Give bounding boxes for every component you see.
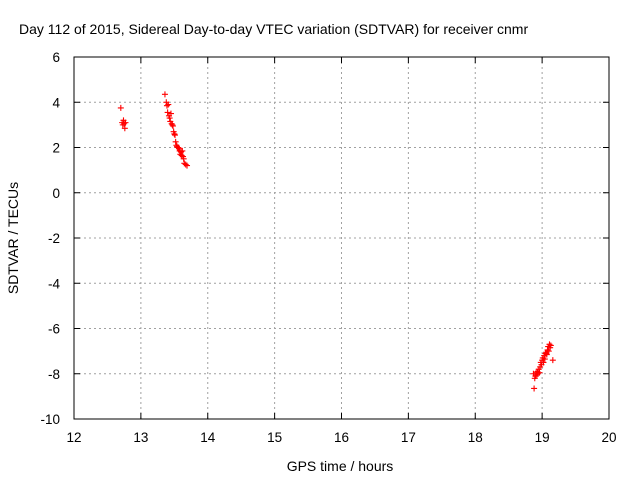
chart-title: Day 112 of 2015, Sidereal Day-to-day VTE…	[19, 21, 528, 37]
data-point	[121, 120, 128, 127]
grid-lines	[74, 57, 609, 419]
y-tick-label: 4	[52, 95, 60, 110]
data-point	[545, 348, 552, 355]
x-tick-label: 13	[133, 430, 148, 445]
y-axis-label: SDTVAR / TECUs	[5, 182, 21, 294]
data-point	[169, 121, 176, 128]
y-tick-label: -10	[40, 412, 60, 427]
data-point	[543, 351, 550, 358]
data-point	[540, 359, 547, 366]
y-tick-label: -2	[48, 231, 60, 246]
data-point	[164, 109, 171, 116]
y-tick-label: -6	[48, 322, 60, 337]
x-axis-label: GPS time / hours	[287, 458, 394, 474]
x-tick-label: 16	[334, 430, 349, 445]
y-tick-label: -4	[48, 276, 60, 291]
data-point	[169, 123, 176, 130]
data-point	[542, 350, 549, 357]
data-point	[171, 130, 178, 137]
data-point	[546, 341, 553, 348]
data-point	[179, 147, 186, 154]
data-point	[178, 149, 184, 156]
data-point	[178, 152, 185, 159]
data-point	[165, 101, 172, 108]
data-point	[163, 102, 170, 109]
data-point	[121, 125, 128, 132]
data-point	[172, 138, 179, 145]
y-tick-label: -8	[48, 367, 60, 382]
data-point	[161, 91, 168, 98]
data-point	[122, 119, 129, 126]
data-point	[184, 162, 191, 169]
data-points	[117, 91, 556, 392]
data-point	[536, 369, 543, 376]
data-point	[180, 155, 187, 162]
x-tick-label: 18	[468, 430, 483, 445]
y-tick-label: 6	[52, 50, 60, 65]
y-tick-label: 2	[52, 141, 60, 156]
x-tick-label: 19	[535, 430, 550, 445]
y-tick-label: 0	[52, 186, 60, 201]
data-point	[541, 356, 548, 363]
x-tick-label: 17	[401, 430, 416, 445]
data-point	[547, 342, 554, 349]
data-point	[117, 104, 124, 111]
data-point	[531, 385, 538, 392]
x-tick-label: 12	[66, 430, 81, 445]
data-point	[182, 161, 189, 168]
x-tick-label: 15	[267, 430, 282, 445]
data-point	[549, 357, 556, 364]
data-point	[166, 115, 173, 122]
data-point	[535, 370, 542, 377]
x-tick-label: 20	[601, 430, 616, 445]
data-point	[171, 132, 178, 139]
x-tick-label: 14	[200, 430, 216, 445]
data-point	[167, 110, 174, 117]
data-point	[175, 144, 182, 151]
